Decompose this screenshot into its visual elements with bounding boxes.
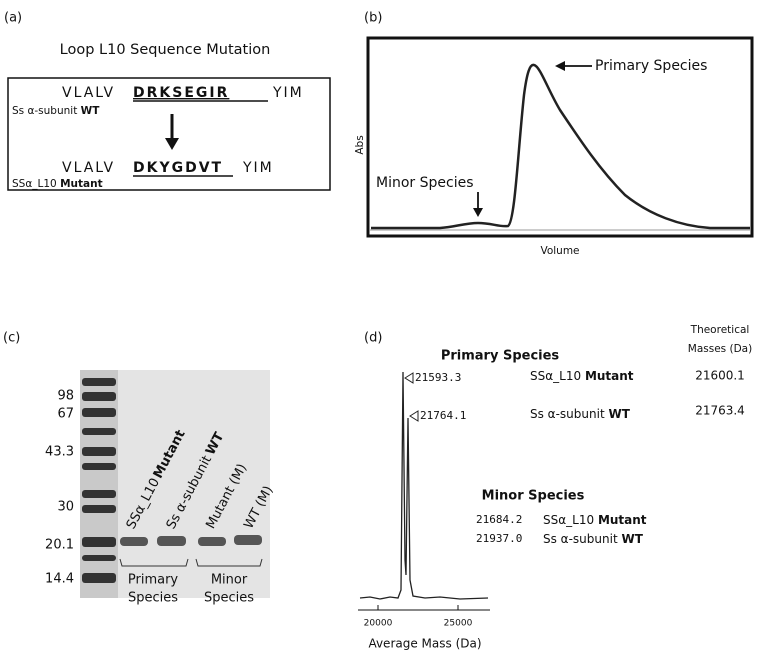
annotation: Primary Species bbox=[595, 58, 707, 74]
bracket bbox=[119, 558, 189, 567]
species-name: Ss α-subunit WT bbox=[543, 532, 644, 546]
ladder-label: 67 bbox=[57, 407, 74, 422]
name-bold: Mutant bbox=[598, 513, 647, 527]
band bbox=[82, 447, 116, 456]
ladder-label: 30 bbox=[57, 500, 74, 515]
band bbox=[157, 536, 186, 546]
panel-label: (a) bbox=[4, 11, 22, 26]
species-name: Ss α-subunit WT bbox=[530, 407, 631, 421]
column-header: Masses (Da) bbox=[688, 343, 752, 355]
sequence: VLALV bbox=[62, 160, 115, 176]
name: Ss α-subunit bbox=[12, 105, 77, 117]
band bbox=[82, 408, 116, 417]
y-axis-label: Abs bbox=[354, 135, 366, 154]
arrow-head bbox=[473, 208, 483, 217]
group-label: Minor bbox=[211, 573, 248, 588]
sequence-box bbox=[7, 77, 331, 191]
band bbox=[234, 535, 262, 545]
ladder-lane bbox=[80, 370, 118, 598]
name-bold: WT bbox=[81, 105, 101, 117]
spectrum bbox=[359, 371, 489, 600]
panel-label: (b) bbox=[364, 11, 382, 26]
peak-mass: 21764.1 bbox=[420, 409, 466, 422]
band bbox=[82, 555, 116, 561]
band bbox=[82, 537, 116, 547]
section-title: Minor Species bbox=[482, 489, 585, 504]
theoretical-mass: 21600.1 bbox=[695, 369, 745, 383]
chromatogram bbox=[371, 63, 750, 230]
sequence: YIM bbox=[242, 160, 274, 176]
name: SSα_L10 bbox=[530, 369, 581, 383]
arrow-head bbox=[555, 61, 565, 71]
sequence-loop: DRKSEGIR bbox=[133, 85, 229, 101]
ladder-bands bbox=[82, 378, 116, 583]
plot-frame bbox=[366, 36, 754, 238]
name-bold: WT bbox=[621, 532, 643, 546]
name: SSα_L10 bbox=[543, 513, 594, 527]
name-bold: Mutant bbox=[60, 178, 103, 190]
x-tick-label: 20000 bbox=[364, 619, 393, 629]
band bbox=[82, 378, 116, 386]
band bbox=[82, 490, 116, 498]
peak-mass: 21684.2 bbox=[476, 513, 522, 526]
construct-name: SSα_L10 Mutant bbox=[12, 178, 103, 190]
band bbox=[82, 573, 116, 583]
group-label: Species bbox=[128, 591, 178, 606]
sequence: YIM bbox=[272, 85, 304, 101]
sample-bands bbox=[120, 535, 262, 546]
band bbox=[82, 428, 116, 435]
panel-title: Loop L10 Sequence Mutation bbox=[60, 42, 271, 58]
group-label: Primary bbox=[128, 573, 179, 588]
x-axis-label: Average Mass (Da) bbox=[368, 637, 481, 651]
section-title: Primary Species bbox=[441, 349, 560, 364]
name: SSα_L10 bbox=[12, 178, 57, 190]
band bbox=[82, 392, 116, 401]
ladder-label: 43.3 bbox=[45, 445, 74, 460]
x-tick-label: 25000 bbox=[444, 619, 473, 629]
name-bold: WT bbox=[608, 407, 630, 421]
name: Ss α-subunit bbox=[543, 532, 618, 546]
name: Ss α-subunit bbox=[530, 407, 605, 421]
band bbox=[82, 505, 116, 513]
theoretical-mass: 21763.4 bbox=[695, 404, 745, 418]
bracket bbox=[195, 558, 263, 567]
band bbox=[82, 463, 116, 470]
arrow-head bbox=[165, 138, 179, 150]
sequence: VLALV bbox=[62, 85, 115, 101]
annotation: Minor Species bbox=[376, 175, 474, 191]
band bbox=[198, 537, 226, 546]
sequence-loop: DKYGDVT bbox=[133, 160, 223, 176]
peak-marker bbox=[404, 372, 414, 384]
ladder-label: 14.4 bbox=[45, 572, 74, 587]
group-label: Species bbox=[204, 591, 254, 606]
peak-marker bbox=[409, 410, 419, 422]
construct-name: Ss α-subunit WT bbox=[12, 105, 100, 117]
peak-mass: 21937.0 bbox=[476, 532, 522, 545]
column-header: Theoretical bbox=[690, 324, 750, 336]
name-bold: Mutant bbox=[585, 369, 634, 383]
peak-mass: 21593.3 bbox=[415, 371, 461, 384]
panel-label: (c) bbox=[3, 331, 20, 346]
ladder-label: 98 bbox=[57, 389, 74, 404]
species-name: SSα_L10 Mutant bbox=[543, 513, 647, 527]
band bbox=[120, 537, 148, 546]
species-name: SSα_L10 Mutant bbox=[530, 369, 634, 383]
panel-label: (d) bbox=[364, 331, 382, 346]
ladder-label: 20.1 bbox=[45, 538, 74, 553]
x-axis-label: Volume bbox=[540, 245, 579, 257]
